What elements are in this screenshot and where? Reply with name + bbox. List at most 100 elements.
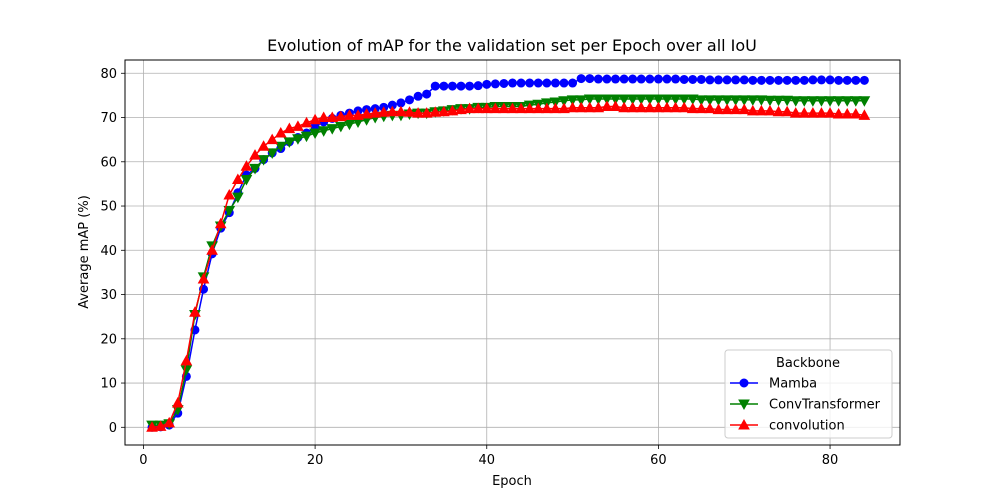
data-point-convolution [343,109,356,120]
data-point-convolution [360,107,373,119]
data-point-convolution [755,104,768,116]
x-tick-label: 40 [478,453,495,468]
legend-label-convolution: convolution [769,419,845,434]
data-point-convtransformer [626,94,639,105]
data-point-convolution [532,102,545,114]
data-point-convolution [849,107,862,119]
data-point-convolution [738,103,751,115]
data-point-mamba [447,81,457,91]
data-point-convolution [455,103,467,115]
data-point-mamba [482,79,492,89]
data-point-mamba [628,74,638,84]
data-point-convtransformer [326,124,339,135]
data-point-convolution [377,106,390,117]
data-point-convolution [335,110,347,122]
data-point-convolution [583,101,596,113]
data-point-convolution [601,100,613,111]
data-point-convolution [386,105,399,117]
data-point-mamba [859,75,869,85]
y-tick-label: 10 [100,377,117,392]
data-point-convolution [446,104,459,116]
data-point-convtransformer [618,94,630,105]
data-point-convolution [549,102,562,114]
data-point-mamba [705,75,715,85]
data-point-mamba [679,74,689,84]
data-point-convtransformer [858,96,871,107]
data-point-mamba [851,75,861,85]
data-point-mamba [842,75,852,85]
data-point-convolution [249,149,261,160]
data-point-convtransformer [738,95,751,106]
legend-entry-convolution: convolution [730,419,845,434]
data-point-convtransformer [609,94,622,105]
y-tick-label: 0 [109,421,117,436]
data-point-convolution [635,101,648,113]
x-tick-label: 0 [139,453,147,468]
data-point-convtransformer [652,94,665,105]
data-point-convolution [309,113,321,125]
data-point-convolution [146,421,158,432]
data-point-convolution [472,102,485,114]
data-point-convolution [369,107,382,118]
data-point-convolution [746,104,759,116]
data-point-convtransformer [841,96,854,107]
data-point-mamba [490,79,500,89]
data-point-convolution [712,103,725,115]
data-point-convolution [566,101,579,113]
data-point-convtransformer [317,126,330,137]
data-point-convolution [266,133,279,145]
data-point-mamba [799,75,809,85]
data-point-convolution [729,103,742,115]
data-point-mamba [722,75,732,85]
data-point-convtransformer [343,119,356,131]
data-point-convolution [540,102,553,114]
data-point-convolution [352,109,364,120]
data-point-convtransformer [575,95,588,106]
data-point-mamba [765,75,775,85]
data-point-convtransformer [678,94,690,105]
data-point-convolution [661,101,673,113]
data-point-convtransformer [583,94,596,105]
data-point-convtransformer [764,95,776,107]
data-point-convolution [652,101,665,113]
data-point-convtransformer [789,96,802,107]
y-tick-label: 70 [100,111,117,126]
data-point-convolution [772,105,785,117]
data-point-mamba [430,81,440,91]
legend-entry-convtransformer: ConvTransformer [730,398,881,413]
data-point-convolution [764,104,776,116]
x-tick-label: 80 [822,453,839,468]
data-point-mamba [774,75,784,85]
data-point-convolution [480,102,493,114]
x-tick-label: 60 [650,453,667,468]
legend-title: Backbone [776,356,840,371]
y-tick-label: 60 [100,155,117,170]
data-point-mamba [516,78,526,88]
data-point-convolution [420,107,433,118]
data-point-convolution [506,102,519,114]
data-point-mamba [439,81,449,91]
data-point-mamba [533,78,543,88]
data-point-mamba [456,81,466,91]
data-point-convtransformer [643,94,656,105]
data-point-convolution [274,126,287,138]
legend-marker-convtransformer [738,399,750,411]
data-point-convtransformer [755,95,768,106]
data-point-convtransformer [283,137,296,148]
y-tick-label: 20 [100,332,117,347]
plot-frame [124,59,901,446]
data-point-convolution [326,111,339,123]
data-point-convtransformer [661,94,673,105]
data-point-convolution [558,102,570,114]
legend-marker-convolution [738,418,750,430]
data-point-convolution [609,100,622,111]
data-point-convolution [678,101,690,113]
data-point-convtransformer [592,94,605,105]
data-point-mamba [473,81,483,91]
legend-label-mamba: Mamba [769,377,817,392]
data-point-convolution [858,109,871,120]
data-point-mamba [696,74,706,84]
data-point-convolution [429,106,442,117]
data-point-convolution [798,107,811,118]
